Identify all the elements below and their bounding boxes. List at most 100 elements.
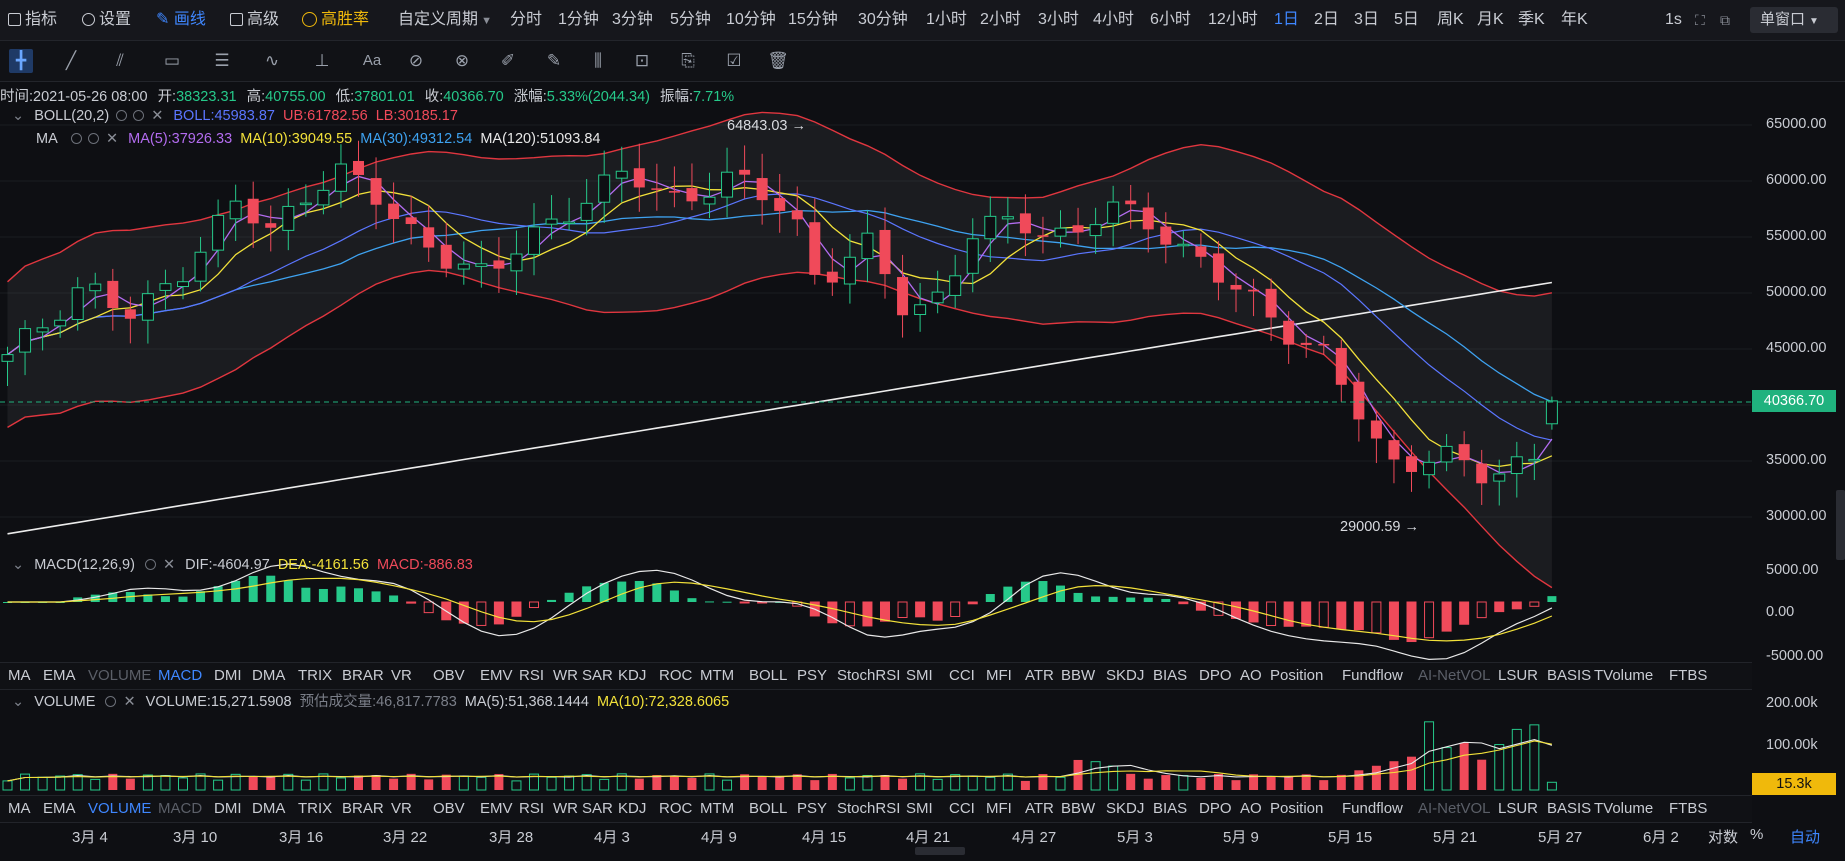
percent-toggle[interactable]: % [1750,826,1764,843]
close-icon[interactable]: ✕ [105,131,119,147]
tab-cci[interactable]: CCI [949,800,975,817]
period-4[interactable]: 10分钟 [726,11,776,28]
close-icon[interactable]: ✕ [123,694,136,710]
tab-dmi[interactable]: DMI [214,667,242,684]
period-19[interactable]: 季K [1518,11,1545,28]
tab-tvolume[interactable]: TVolume [1594,667,1654,684]
tab-fundflow[interactable]: Fundflow [1342,800,1403,817]
tab-bbw[interactable]: BBW [1061,667,1096,684]
template-icon[interactable]: ☑ [726,51,742,70]
tab-tvolume[interactable]: TVolume [1594,800,1654,817]
tab-psy[interactable]: PSY [797,667,828,684]
tab-lsur[interactable]: LSUR [1498,667,1539,684]
tab-smi[interactable]: SMI [906,667,933,684]
tab-brar[interactable]: BRAR [342,667,384,684]
tab-rsi[interactable]: RSI [519,667,545,684]
tab-skdj[interactable]: SKDJ [1106,667,1145,684]
parallel-lines-icon[interactable]: ⫽ [116,51,124,70]
magnet-icon[interactable]: ⊘ [408,51,424,70]
period-18[interactable]: 月K [1477,11,1504,28]
gear-icon[interactable] [105,696,117,707]
tab-position[interactable]: Position [1270,800,1324,817]
tab-boll[interactable]: BOLL [749,667,788,684]
tab-sar[interactable]: SAR [582,667,613,684]
period-14[interactable]: 2日 [1314,11,1339,28]
tab-ema[interactable]: EMA [43,667,76,684]
tab-emv[interactable]: EMV [480,667,513,684]
tab-dpo[interactable]: DPO [1199,800,1232,817]
tab-lsur[interactable]: LSUR [1498,800,1539,817]
tab-cci[interactable]: CCI [949,667,975,684]
tab-wr[interactable]: WR [553,800,578,817]
tab-roc[interactable]: ROC [659,667,693,684]
tab-ao[interactable]: AO [1240,667,1262,684]
tab-mfi[interactable]: MFI [986,667,1012,684]
tab-wr[interactable]: WR [553,667,578,684]
tab-skdj[interactable]: SKDJ [1106,800,1145,817]
eye-icon[interactable] [116,110,128,121]
window-mode-dropdown[interactable]: 单窗口 ▼ [1750,7,1838,33]
crosshair-icon[interactable]: ╋ [9,49,33,73]
tab-bias[interactable]: BIAS [1153,800,1188,817]
tab-kdj[interactable]: KDJ [618,800,647,817]
period-10[interactable]: 4小时 [1093,11,1134,28]
tab-bias[interactable]: BIAS [1153,667,1188,684]
tab-dma[interactable]: DMA [252,667,286,684]
period-7[interactable]: 1小时 [926,11,967,28]
tab-obv[interactable]: OBV [433,800,465,817]
tab-mtm[interactable]: MTM [700,667,735,684]
period-16[interactable]: 5日 [1394,11,1419,28]
draw-button[interactable]: ✎ 画线 [156,11,206,28]
tab-stochrsi[interactable]: StochRSI [837,800,901,817]
gear-icon[interactable] [133,110,145,121]
period-0[interactable]: 分时 [510,11,543,28]
collapse-icon[interactable]: ⌄ [12,557,25,573]
tab-ma[interactable]: MA [8,800,31,817]
period-6[interactable]: 30分钟 [858,11,908,28]
copy-icon[interactable]: ⎘ [681,51,695,70]
tab-boll[interactable]: BOLL [749,800,788,817]
tab-macd[interactable]: MACD [158,800,203,817]
ruler-icon[interactable]: ✐ [500,51,516,70]
tab-obv[interactable]: OBV [433,667,465,684]
period-11[interactable]: 6小时 [1150,11,1191,28]
brush-icon[interactable]: ✎ [546,51,562,70]
tab-dmi[interactable]: DMI [214,800,242,817]
winrate-button[interactable]: 高胜率 [302,0,369,40]
period-17[interactable]: 周K [1437,11,1464,28]
tab-psy[interactable]: PSY [797,800,828,817]
tab-roc[interactable]: ROC [659,800,693,817]
hide-drawings-icon[interactable]: ⊗ [454,51,470,70]
close-icon[interactable]: ✕ [151,108,164,124]
tab-ao[interactable]: AO [1240,800,1262,817]
tab-kdj[interactable]: KDJ [618,667,647,684]
wave-icon[interactable]: ∿ [264,51,280,70]
gear-icon[interactable] [87,133,99,144]
popout-icon[interactable]: ⧉ [1720,12,1730,28]
fibonacci-icon[interactable]: ☰ [214,51,230,70]
tab-volume[interactable]: VOLUME [88,667,152,684]
tab-mfi[interactable]: MFI [986,800,1012,817]
tab-macd[interactable]: MACD [158,667,203,684]
tab-trix[interactable]: TRIX [298,667,333,684]
tab-vr[interactable]: VR [391,667,412,684]
tab-volume[interactable]: VOLUME [88,800,152,817]
close-icon[interactable]: ✕ [162,557,176,573]
refresh-rate[interactable]: 1s [1665,11,1682,28]
tab-position[interactable]: Position [1270,667,1324,684]
tab-brar[interactable]: BRAR [342,800,384,817]
trendline-icon[interactable]: ╱ [65,51,77,70]
tab-sar[interactable]: SAR [582,800,613,817]
period-5[interactable]: 15分钟 [788,11,838,28]
collapse-icon[interactable]: ⌄ [12,694,25,710]
scroll-handle[interactable] [915,847,965,855]
tab-stochrsi[interactable]: StochRSI [837,667,901,684]
period-8[interactable]: 2小时 [980,11,1021,28]
settings-button[interactable]: 设置 [82,0,131,40]
tab-ma[interactable]: MA [8,667,31,684]
tab-ftbs[interactable]: FTBS [1669,800,1708,817]
collapse-icon[interactable]: ⌄ [12,108,25,124]
tab-emv[interactable]: EMV [480,800,513,817]
tab-mtm[interactable]: MTM [700,800,735,817]
tab-atr[interactable]: ATR [1025,800,1054,817]
